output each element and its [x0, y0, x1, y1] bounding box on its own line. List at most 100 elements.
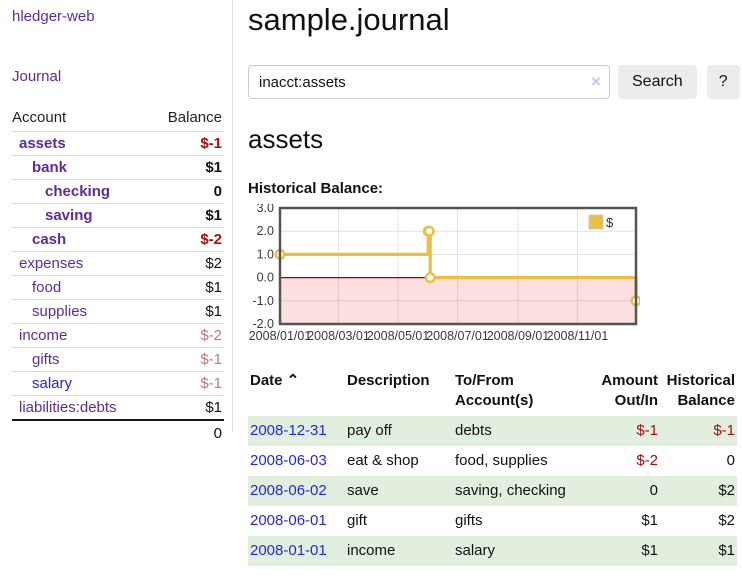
account-balance: $1: [150, 203, 224, 228]
accounts-table: Account Balance assets $-1 bank $1 checking 0…: [12, 106, 224, 446]
transaction-balance: $-1: [660, 415, 737, 446]
accounts-total-value: 0: [150, 419, 224, 446]
transaction-balance: $2: [660, 475, 737, 506]
svg-text:2008/03/01: 2008/03/01: [307, 329, 370, 343]
accounts-col-balance: Balance: [167, 109, 222, 126]
svg-text:0.0: 0.0: [257, 271, 274, 285]
svg-text:2008/01/01: 2008/01/01: [249, 329, 312, 343]
account-link[interactable]: food: [32, 279, 62, 296]
account-row: cash $-2: [12, 227, 224, 252]
transaction-date-link[interactable]: 2008-06-03: [250, 451, 327, 469]
transaction-accounts: salary: [453, 535, 598, 566]
account-balance: $1: [150, 299, 224, 324]
account-balance: $1: [150, 395, 224, 420]
svg-text:2008/11/01: 2008/11/01: [547, 329, 609, 343]
account-row: saving $1: [12, 203, 224, 228]
register-header-row: Date ⌃ Description To/From Account(s) Amoun…: [248, 369, 737, 416]
historical-balance-chart[interactable]: $3.0 2.0 1.0 0.0 -1.0 -2.0 2008/01/01 2008/03/0…: [248, 201, 742, 350]
transaction-accounts: saving, checking: [453, 475, 598, 506]
svg-text:2.0: 2.0: [257, 224, 274, 238]
transaction-amount: $1: [598, 535, 660, 566]
register-col-historical-balance: Historical Balance: [666, 372, 735, 410]
account-link[interactable]: assets: [19, 135, 66, 152]
transaction-row: 2008-06-03 eat & shop food, supplies $-2 0: [248, 446, 737, 476]
register-col-description: Description: [347, 372, 430, 389]
account-balance: $-2: [150, 227, 224, 252]
chart-legend: $: [588, 214, 614, 230]
transaction-date-link[interactable]: 2008-12-31: [250, 421, 327, 439]
clear-search-icon[interactable]: ×: [591, 72, 601, 91]
transaction-row: 2008-01-01 income salary $1 $1: [248, 535, 737, 566]
search-form: × Search ?: [248, 65, 742, 99]
account-balance: $2: [150, 251, 224, 276]
transaction-description: save: [345, 475, 453, 506]
account-row: assets $-1: [12, 131, 224, 156]
search-wrap: ×: [248, 65, 610, 99]
account-row: liabilities:debts $1: [12, 395, 224, 420]
account-row: gifts $-1: [12, 347, 224, 372]
account-link[interactable]: income: [19, 327, 68, 344]
svg-text:-2.0: -2.0: [252, 317, 274, 331]
accounts-total-row: 0: [12, 419, 224, 446]
search-input[interactable]: [248, 65, 610, 99]
chart-svg: $3.0 2.0 1.0 0.0 -1.0 -2.02008/01/012008/03/0…: [249, 201, 642, 343]
transaction-date: 2008-06-01: [248, 506, 345, 536]
brand-link[interactable]: hledger-web: [12, 8, 95, 25]
transaction-description: eat & shop: [347, 451, 419, 469]
account-balance: $1: [150, 155, 224, 180]
transaction-row: 2008-12-31 pay off debts $-1 $-1: [248, 415, 737, 446]
account-link[interactable]: salary: [32, 375, 73, 392]
register-col-date[interactable]: Date ⌃: [250, 372, 300, 389]
svg-text:2008/05/01: 2008/05/01: [367, 329, 430, 343]
account-row: expenses $2: [12, 251, 224, 276]
account-link[interactable]: liabilities:debts: [19, 399, 117, 416]
transaction-balance: $1: [660, 535, 737, 566]
svg-text:3.0: 3.0: [257, 204, 274, 215]
main-content: sample.journal × Search ? assets Histori…: [233, 0, 742, 566]
accounts-body: assets $-1 bank $1 checking 0 saving $1 cash $-2 e…: [12, 131, 224, 420]
svg-text:1.0: 1.0: [257, 247, 274, 261]
account-row: bank $1: [12, 155, 224, 180]
account-balance: $1: [150, 275, 224, 300]
help-button[interactable]: ?: [706, 65, 740, 99]
account-link[interactable]: supplies: [32, 303, 88, 320]
transaction-accounts: gifts: [455, 511, 483, 529]
account-link[interactable]: checking: [45, 183, 111, 200]
account-link[interactable]: bank: [32, 159, 68, 176]
account-row: food $1: [12, 275, 224, 300]
register-body: 2008-12-31 pay off debts $-1 $-1 2008-06-03 ea…: [248, 415, 737, 566]
account-row: supplies $1: [12, 299, 224, 324]
account-link[interactable]: gifts: [32, 351, 60, 368]
sidebar-item-journal[interactable]: Journal: [12, 68, 62, 85]
transaction-date: 2008-06-02: [248, 475, 345, 506]
transaction-amount: $1: [641, 511, 658, 529]
transaction-amount: $-2: [636, 451, 658, 469]
svg-text:2008/09/01: 2008/09/01: [487, 329, 550, 343]
page-title: sample.journal: [248, 2, 450, 37]
register-table: Date ⌃ Description To/From Account(s) Amoun…: [248, 369, 737, 566]
transaction-accounts: debts: [453, 415, 598, 446]
register-col-to-from-account-s-: To/From Account(s): [455, 372, 534, 410]
transaction-description: gift: [347, 511, 368, 529]
transaction-date-link[interactable]: 2008-06-02: [250, 481, 327, 499]
account-link[interactable]: saving: [45, 207, 93, 224]
account-link[interactable]: cash: [32, 231, 67, 248]
sidebar: hledger-web Journal Account Balance asse…: [0, 0, 233, 446]
account-balance: $-1: [150, 131, 224, 156]
transaction-amount: 0: [598, 475, 660, 506]
transaction-balance: 0: [726, 451, 735, 469]
account-balance: 0: [150, 179, 224, 204]
svg-text:$: $: [606, 215, 614, 230]
transaction-date-link[interactable]: 2008-06-01: [250, 511, 327, 529]
app-layout: hledger-web Journal Account Balance asse…: [0, 0, 742, 566]
accounts-col-account: Account: [12, 109, 67, 126]
account-link[interactable]: expenses: [19, 255, 84, 272]
search-button[interactable]: Search: [618, 65, 697, 99]
account-heading: assets: [248, 124, 324, 154]
transaction-date: 2008-01-01: [248, 535, 345, 566]
account-balance: $-2: [150, 323, 224, 348]
transaction-date-link[interactable]: 2008-01-01: [250, 541, 327, 559]
transaction-description: pay off: [345, 415, 453, 446]
account-balance: $-1: [150, 371, 224, 396]
sort-asc-icon[interactable]: ⌃: [282, 372, 300, 389]
